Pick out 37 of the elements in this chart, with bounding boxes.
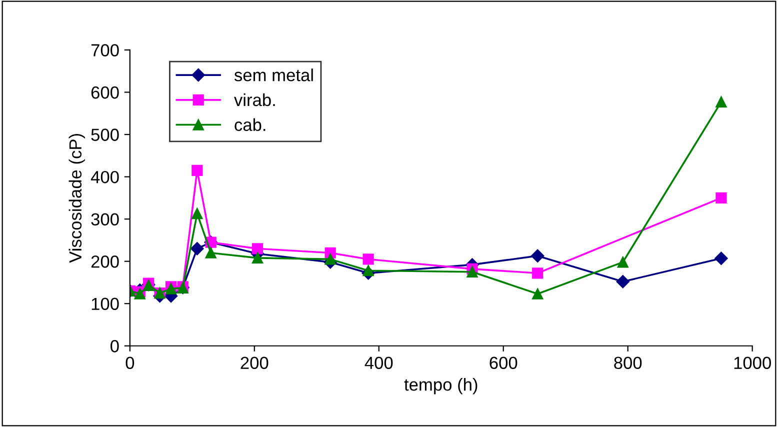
point xyxy=(616,275,630,288)
point xyxy=(362,265,374,276)
point xyxy=(190,242,204,256)
point xyxy=(252,252,264,264)
point xyxy=(362,254,374,265)
point xyxy=(466,266,478,278)
x-tick-label: 1000 xyxy=(734,356,771,370)
point xyxy=(531,249,544,262)
x-tick-label: 800 xyxy=(614,356,642,370)
x-tick-label: 600 xyxy=(490,356,518,370)
point xyxy=(192,164,203,176)
point xyxy=(716,96,727,108)
legend-label: cab. xyxy=(234,118,266,132)
point xyxy=(252,243,264,254)
point xyxy=(192,208,203,220)
y-axis-title: Viscosidade (cP) xyxy=(68,134,85,263)
y-tick-label: 700 xyxy=(91,44,119,56)
point xyxy=(617,256,628,268)
y-tick-label: 600 xyxy=(91,86,119,99)
point xyxy=(716,192,727,204)
x-tick-label: 200 xyxy=(240,356,268,370)
point xyxy=(532,288,544,300)
y-tick-label: 200 xyxy=(91,255,119,268)
y-tick-label: 100 xyxy=(92,298,119,310)
x-tick-label: 400 xyxy=(364,356,393,370)
point xyxy=(205,247,216,258)
x-axis-title: tempo (h) xyxy=(404,378,478,394)
legend-label: virab. xyxy=(234,93,275,106)
y-tick-label: 500 xyxy=(91,128,119,141)
y-tick-label: 400 xyxy=(90,170,119,184)
point xyxy=(532,268,544,279)
legend-label: sem metal xyxy=(234,68,313,82)
y-tick-label: 300 xyxy=(91,213,119,226)
point xyxy=(714,252,728,265)
y-tick-label: 0 xyxy=(110,340,119,352)
x-tick-label: 0 xyxy=(126,356,134,370)
point xyxy=(324,254,336,265)
